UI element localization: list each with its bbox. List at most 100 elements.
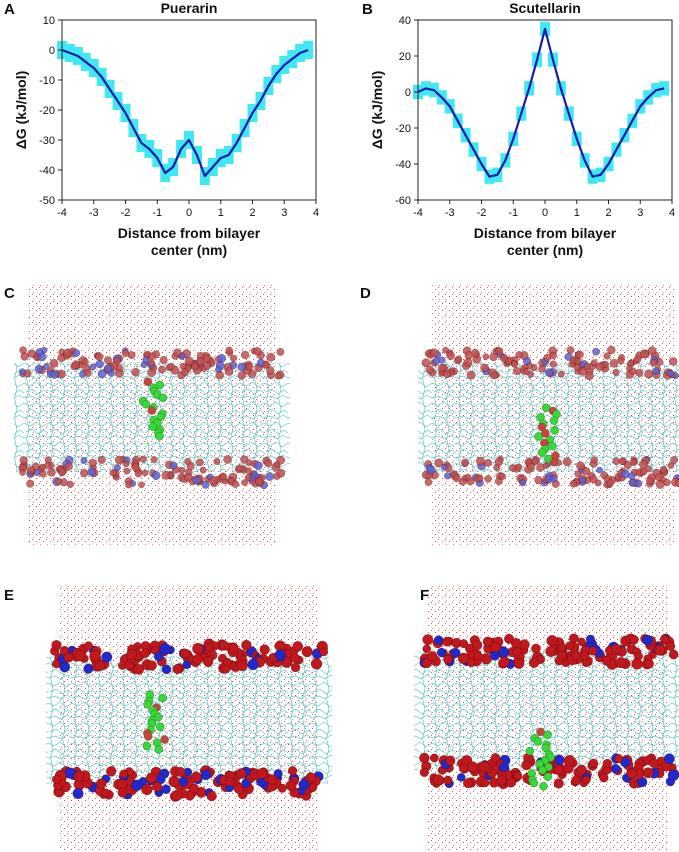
head-group: [543, 462, 550, 469]
head-group: [298, 779, 310, 790]
head-group: [612, 457, 620, 465]
molecule: [156, 412, 166, 422]
head-group: [422, 634, 434, 645]
head-group: [473, 651, 483, 661]
head-group: [667, 462, 675, 469]
head-group: [20, 352, 29, 361]
head-group: [88, 458, 97, 467]
head-group: [490, 371, 499, 380]
head-group: [432, 774, 444, 786]
x-tick-label: -1: [152, 207, 162, 219]
x-tick-label: 2: [249, 207, 255, 219]
head-group: [648, 758, 659, 768]
head-group: [35, 348, 44, 356]
head-group: [596, 466, 603, 474]
molecule: [155, 722, 165, 731]
head-group: [574, 357, 582, 365]
x-axis-label: center (nm): [507, 242, 583, 258]
head-group: [151, 471, 161, 480]
head-group: [588, 758, 599, 769]
molecule: [147, 406, 157, 415]
head-group: [288, 766, 298, 776]
head-group: [150, 456, 158, 463]
x-tick-label: -4: [413, 207, 423, 219]
head-group: [595, 362, 605, 371]
molecule: [541, 403, 551, 412]
head-group: [629, 367, 637, 375]
head-group: [146, 660, 157, 671]
head-group: [574, 470, 582, 478]
head-group: [74, 649, 86, 662]
x-tick-label: 3: [637, 207, 643, 219]
head-group: [184, 356, 194, 366]
head-group: [265, 472, 274, 481]
head-group: [422, 658, 432, 669]
molecule: [538, 766, 547, 775]
head-group: [27, 466, 36, 475]
head-group: [513, 657, 525, 669]
head-group: [496, 775, 507, 786]
plot-frame: [61, 19, 317, 201]
head-group: [667, 769, 679, 781]
head-group: [664, 753, 675, 765]
head-group: [196, 458, 204, 467]
head-group: [490, 753, 501, 763]
x-tick-label: 1: [218, 207, 224, 219]
molecule: [547, 442, 557, 451]
head-group: [50, 370, 59, 379]
head-group: [424, 478, 433, 486]
panel-label: A: [4, 1, 15, 18]
head-group: [236, 464, 245, 473]
head-group: [179, 648, 190, 659]
head-group: [618, 457, 626, 465]
head-group: [191, 362, 199, 371]
head-group: [440, 464, 448, 471]
head-group: [256, 768, 267, 779]
head-group: [114, 455, 124, 465]
head-group: [534, 476, 543, 485]
head-group: [106, 766, 117, 777]
head-group: [557, 650, 567, 661]
head-group: [437, 364, 447, 373]
head-group: [563, 755, 576, 767]
head-group: [590, 359, 598, 367]
head-group: [101, 788, 110, 798]
head-group: [172, 664, 183, 674]
head-group: [577, 637, 586, 647]
head-group: [546, 635, 558, 647]
head-group: [59, 661, 71, 673]
head-group: [184, 473, 193, 482]
head-group: [123, 460, 130, 468]
head-group: [39, 470, 47, 478]
head-group: [646, 476, 654, 485]
molecule: [160, 735, 169, 744]
head-group: [425, 365, 435, 375]
head-group: [629, 634, 639, 645]
head-group: [584, 371, 594, 381]
head-group: [644, 658, 654, 669]
head-group: [527, 462, 536, 471]
line: [61, 48, 309, 178]
head-group: [544, 368, 554, 377]
head-group: [204, 642, 214, 652]
molecule: [549, 458, 559, 467]
panel-label: D: [360, 285, 371, 302]
head-group: [52, 775, 62, 784]
head-group: [292, 641, 303, 652]
y-tick-label: -10: [39, 75, 55, 87]
head-group: [528, 657, 540, 668]
head-group: [652, 367, 660, 375]
head-group: [515, 463, 523, 471]
molecule: [154, 745, 163, 754]
head-group: [531, 457, 539, 465]
head-group: [659, 465, 667, 474]
head-group: [459, 639, 469, 649]
head-group: [670, 456, 679, 464]
head-group: [276, 348, 285, 356]
molecule: [155, 432, 164, 441]
head-group: [266, 352, 276, 362]
panel-label: E: [4, 587, 14, 604]
head-group: [421, 358, 431, 368]
head-group: [72, 349, 81, 357]
y-tick-label: 0: [405, 87, 411, 99]
